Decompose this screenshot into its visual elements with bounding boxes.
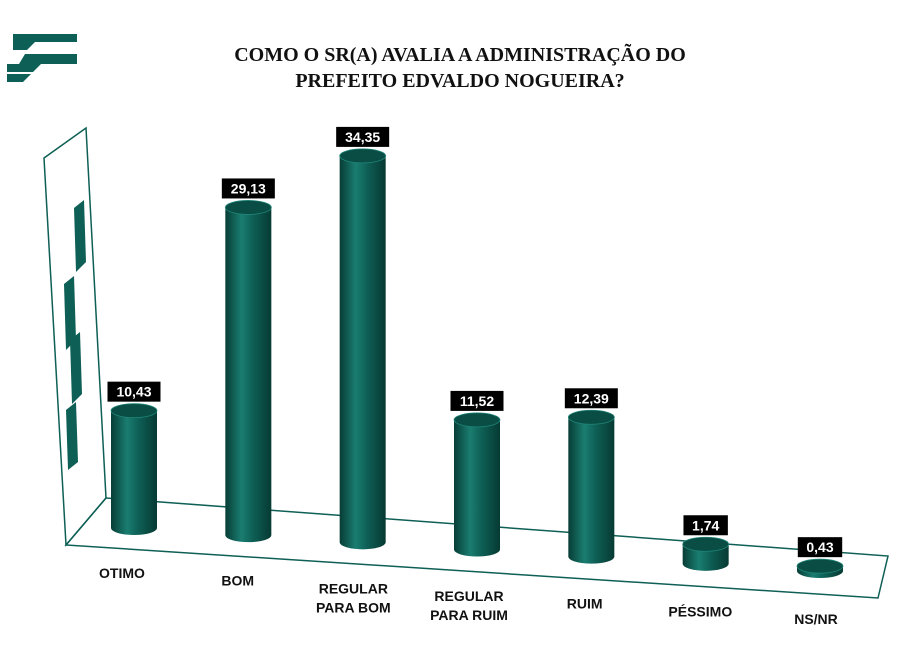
bar-body (225, 207, 272, 543)
category-label: PÉSSIMO (668, 603, 732, 619)
bar-0 (110, 403, 158, 535)
bar-top (567, 409, 615, 425)
value-label-text: 10,43 (116, 384, 151, 400)
value-label-bg (564, 388, 618, 409)
chart-title-line-2: PREFEITO EDVALDO NOGUEIRA? (295, 70, 625, 92)
value-label-bg (450, 390, 504, 411)
value-label: 11,52 (450, 390, 504, 411)
bar-5 (682, 536, 730, 571)
value-label-bg (107, 381, 161, 402)
bar-body (682, 544, 729, 571)
bars-group (110, 148, 844, 578)
bar-top (453, 412, 501, 428)
bar-4 (567, 409, 615, 564)
bar-2 (339, 148, 387, 550)
wall-logo-icon (64, 200, 86, 470)
value-label-bg (797, 537, 843, 558)
bar-body (339, 155, 386, 550)
value-label: 10,43 (107, 381, 161, 402)
bar-body (568, 417, 615, 564)
category-label: OTIMO (99, 565, 145, 581)
value-label: 0,43 (797, 537, 843, 558)
category-label: REGULAR PARA BOM (316, 580, 391, 615)
value-label: 1,74 (683, 515, 728, 536)
category-label: NS/NR (794, 611, 838, 627)
value-label-text: 11,52 (460, 393, 494, 409)
bar-body (111, 410, 157, 535)
bar-top (224, 200, 272, 215)
bar-body (454, 419, 500, 557)
value-label-text: 34,35 (345, 129, 380, 145)
value-label-text: 0,43 (806, 539, 833, 555)
value-label-text: 12,39 (574, 390, 609, 406)
bar-top (339, 148, 387, 164)
company-logo-icon (7, 34, 77, 82)
value-label-text: 1,74 (692, 517, 719, 533)
category-label: REGULAR PARA RUIM (430, 588, 508, 623)
value-label: 34,35 (336, 126, 390, 147)
chart-title-line-1: COMO O SR(A) AVALIA A ADMINISTRAÇÃO DO (234, 44, 686, 66)
category-label: RUIM (567, 596, 603, 612)
value-label-text: 29,13 (231, 180, 266, 196)
value-label-bg (336, 126, 390, 147)
bar-top (110, 403, 158, 419)
value-label: 29,13 (221, 178, 275, 199)
value-labels-group: 10,43 29,13 34,35 11,52 12,39 1,74 0,43 (107, 126, 843, 558)
value-label-bg (221, 178, 275, 199)
chart-title: COMO O SR(A) AVALIA A ADMINISTRAÇÃO DO P… (150, 42, 770, 94)
bar-6 (796, 558, 844, 578)
bar-3 (453, 412, 501, 557)
bar-top (682, 536, 730, 552)
category-labels-group: OTIMO BOM REGULAR PARA BOM REGULAR PARA RUIM R… (99, 565, 838, 627)
category-label: BOM (221, 573, 254, 589)
chart-frame (43, 126, 889, 599)
value-label-bg (683, 515, 728, 536)
bar-1 (224, 200, 272, 543)
bar-top (796, 558, 844, 574)
value-label: 12,39 (564, 388, 618, 409)
chart-floor (64, 497, 889, 599)
